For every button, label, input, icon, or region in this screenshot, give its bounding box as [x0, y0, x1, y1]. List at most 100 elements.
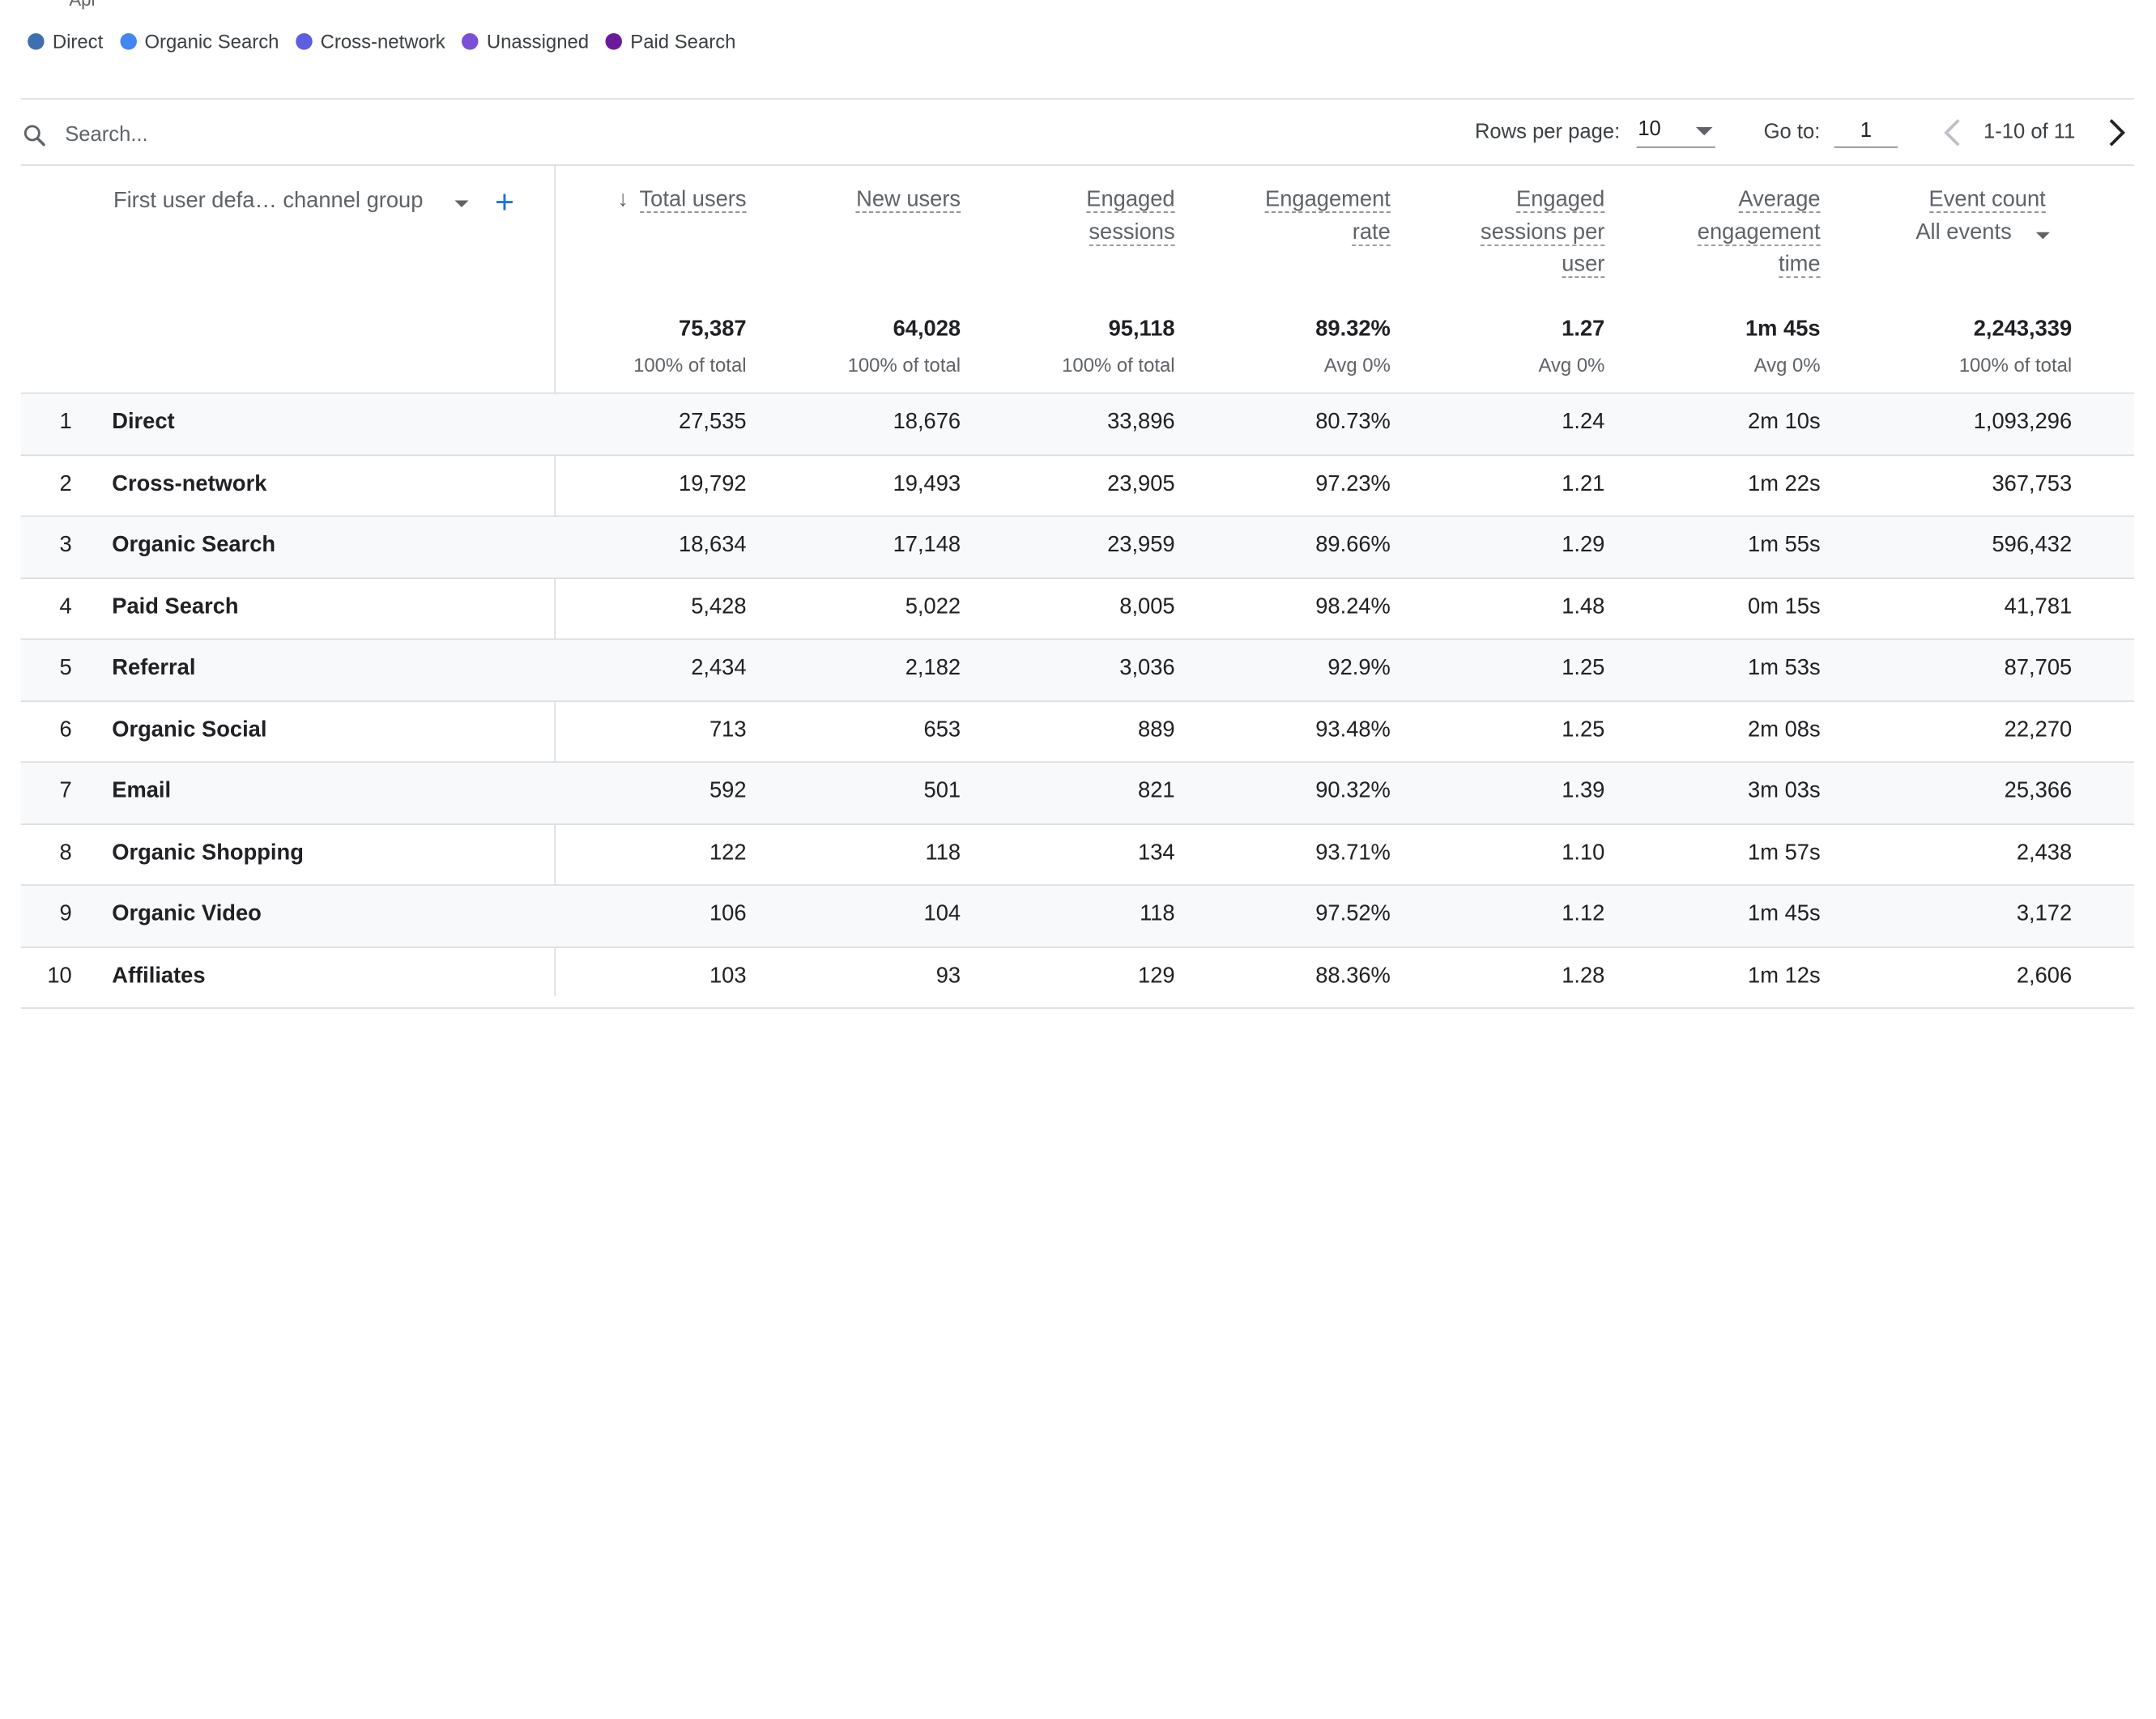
row-metric-cell: 17,148	[893, 533, 961, 557]
row-metric-cell: 106	[709, 902, 747, 926]
row-channel-name[interactable]: Direct	[112, 410, 175, 434]
table-row[interactable]: 4 Paid Search 5,428 5,022 8,005 98.24% 1.48 0m …	[20, 578, 2134, 640]
row-metric-cell: 103	[709, 964, 747, 988]
row-metric-cell: 5,022	[905, 594, 961, 619]
legend-item-unassigned[interactable]: Unassigned	[462, 31, 589, 53]
search-icon	[23, 125, 45, 147]
legend-item-cross-network[interactable]: Cross-network	[295, 31, 445, 53]
row-metric-cell: 1m 57s	[1748, 840, 1821, 865]
row-metric-cell: 1m 53s	[1748, 656, 1821, 680]
event-filter-select[interactable]: All events	[1915, 221, 2012, 245]
next-page-icon[interactable]	[2103, 116, 2130, 149]
table-row[interactable]: 8 Organic Shopping 122 118 134 93.71% 1.10 1m 5…	[20, 824, 2134, 886]
rows-per-page-value: 10	[1638, 117, 1661, 142]
goto-page-input[interactable]	[1834, 113, 1898, 148]
row-index: 8	[59, 840, 72, 865]
row-metric-cell: 93.48%	[1315, 717, 1391, 742]
row-metric-cell: 19,493	[893, 471, 961, 496]
legend-item-direct[interactable]: Direct	[28, 31, 103, 53]
row-metric-cell: 1m 55s	[1748, 533, 1821, 557]
legend-label: Organic Search	[144, 30, 279, 53]
add-dimension-icon[interactable]: +	[494, 183, 514, 222]
table-row[interactable]: 3 Organic Search 18,634 17,148 23,959 89.66% 1…	[20, 517, 2134, 579]
row-metric-cell: 118	[1140, 902, 1175, 926]
sort-down-arrow-icon: ↓	[617, 188, 628, 212]
row-metric-cell: 3m 03s	[1748, 779, 1821, 803]
chart-axis-tick: Apr	[69, 0, 97, 10]
row-metric-cell: 1.21	[1562, 471, 1605, 496]
row-metric-cell: 1.28	[1562, 964, 1605, 988]
row-metric-cell: 8,005	[1119, 594, 1175, 619]
total-cell: 2,243,339 100% of total	[1958, 317, 2073, 377]
row-metric-cell: 1.39	[1562, 779, 1605, 803]
row-channel-name[interactable]: Affiliates	[112, 964, 206, 988]
row-channel-name[interactable]: Email	[112, 779, 172, 803]
row-metric-cell: 92.9%	[1327, 656, 1391, 680]
row-metric-cell: 18,676	[893, 410, 961, 434]
table-row[interactable]: 2 Cross-network 19,792 19,493 23,905 97.23% 1.…	[20, 455, 2134, 517]
row-metric-cell: 18,634	[679, 533, 747, 557]
row-channel-name[interactable]: Organic Social	[112, 717, 267, 742]
legend-item-paid-search[interactable]: Paid Search	[605, 30, 736, 53]
row-metric-cell: 129	[1138, 964, 1175, 988]
table-row[interactable]: 10 Affiliates 103 93 129 88.36% 1.28 1m 12s 2,60…	[20, 947, 2134, 1009]
row-metric-cell: 19,792	[679, 471, 747, 496]
row-index: 3	[59, 533, 72, 557]
table-row[interactable]: 1 Direct 27,535 18,676 33,896 80.73% 1.24 2m 10…	[20, 394, 2134, 456]
column-header-event-count[interactable]: Event count	[1928, 188, 2046, 213]
dimension-selector[interactable]: First user defa… channel group	[113, 189, 424, 213]
row-channel-name[interactable]: Organic Video	[112, 902, 262, 926]
row-channel-name[interactable]: Paid Search	[112, 594, 239, 619]
rows-per-page-select[interactable]: 10	[1636, 113, 1715, 148]
legend-dot-icon	[119, 32, 137, 50]
row-index: 2	[59, 471, 72, 496]
row-metric-cell: 98.24%	[1315, 594, 1391, 619]
legend-item-organic-search[interactable]: Organic Search	[119, 30, 279, 53]
legend-dot-icon	[462, 32, 479, 50]
legend-label: Paid Search	[630, 30, 736, 53]
table-row[interactable]: 5 Referral 2,434 2,182 3,036 92.9% 1.25 1m 53s 8…	[20, 640, 2134, 702]
total-cell: 64,028 100% of total	[847, 317, 961, 377]
column-header-engaged-sessions[interactable]: Engaged sessions	[1086, 188, 1175, 245]
row-index: 4	[59, 594, 72, 619]
row-metric-cell: 2m 10s	[1748, 410, 1821, 434]
row-metric-cell: 592	[709, 779, 747, 803]
row-metric-cell: 2m 08s	[1748, 717, 1821, 742]
legend-dot-icon	[28, 32, 45, 50]
table-row[interactable]: 6 Organic Social 713 653 889 93.48% 1.25 2m 08s…	[20, 701, 2134, 764]
row-metric-cell: 3,036	[1119, 656, 1175, 680]
row-metric-cell: 367,753	[1992, 471, 2073, 496]
row-channel-name[interactable]: Organic Shopping	[112, 840, 304, 865]
row-channel-name[interactable]: Organic Search	[112, 533, 276, 557]
table-row[interactable]: 9 Organic Video 106 104 118 97.52% 1.12 1m 45s 3…	[20, 885, 2134, 947]
column-header-engagement-rate[interactable]: Engagement rate	[1264, 188, 1391, 245]
chevron-down-icon[interactable]	[2035, 232, 2050, 240]
table-body: 1 Direct 27,535 18,676 33,896 80.73% 1.24 2m 10…	[20, 392, 2134, 1009]
row-metric-cell: 1.10	[1562, 840, 1605, 865]
column-header-new-users[interactable]: New users	[856, 188, 961, 213]
chevron-down-icon[interactable]	[454, 200, 469, 207]
row-channel-name[interactable]: Referral	[112, 656, 196, 680]
total-cell: 89.32% Avg 0%	[1315, 317, 1391, 377]
row-metric-cell: 2,438	[2016, 840, 2073, 865]
row-index: 5	[59, 656, 72, 680]
report-panel: Apr Direct Organic Search Cross-network …	[20, 0, 2134, 1009]
goto-label: Go to:	[1763, 120, 1821, 144]
row-metric-cell: 1.25	[1562, 717, 1605, 742]
table-row[interactable]: 7 Email 592 501 821 90.32% 1.39 3m 03s 25,366	[20, 763, 2134, 824]
column-header-engaged-sessions-per-user[interactable]: Engaged sessions per user	[1481, 188, 1605, 279]
search-input[interactable]	[62, 113, 621, 155]
row-channel-name[interactable]: Cross-network	[112, 471, 267, 496]
previous-page-icon[interactable]	[1939, 116, 1966, 149]
row-metric-cell: 33,896	[1107, 410, 1175, 434]
column-header-average-engagement-time[interactable]: Average engagement time	[1697, 188, 1821, 279]
row-metric-cell: 122	[709, 840, 747, 865]
row-metric-cell: 97.23%	[1315, 471, 1391, 496]
row-metric-cell: 2,434	[691, 656, 747, 680]
pagination-range: 1-10 of 11	[1983, 120, 2076, 144]
row-metric-cell: 22,270	[2004, 717, 2073, 742]
row-metric-cell: 97.52%	[1315, 902, 1391, 926]
row-metric-cell: 25,366	[2004, 779, 2073, 803]
column-header-total-users[interactable]: ↓ Total users	[581, 184, 747, 216]
row-index: 10	[47, 964, 72, 988]
